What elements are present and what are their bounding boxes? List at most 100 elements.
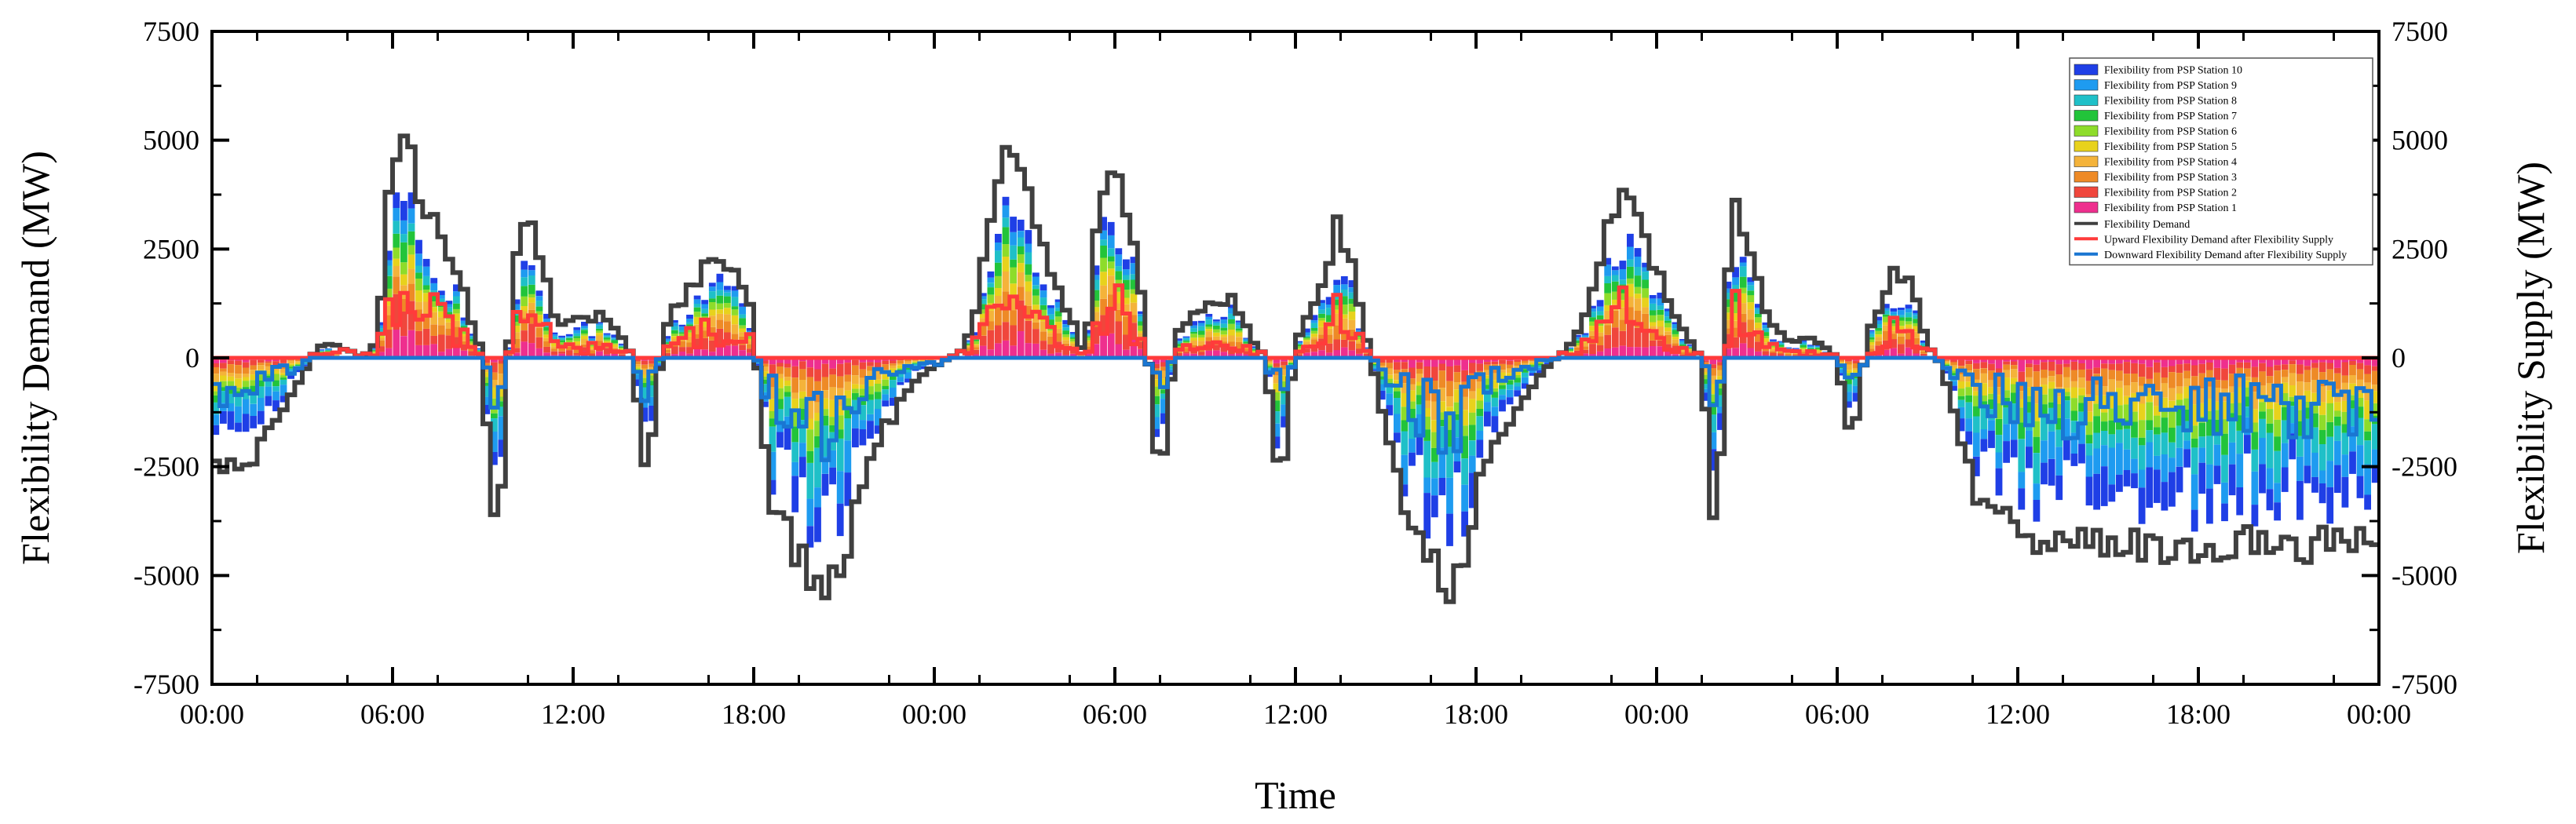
bar-segment-station-3 — [2243, 368, 2251, 377]
bar-segment-station-6 — [272, 374, 280, 381]
legend-label: Flexibility from PSP Station 1 — [2104, 202, 2237, 214]
bar-segment-station-10 — [2003, 441, 2010, 463]
bar-segment-station-9 — [2063, 418, 2070, 438]
bar-segment-station-5 — [1160, 378, 1167, 385]
bar-segment-station-2 — [422, 328, 430, 345]
bar-segment-station-1 — [528, 343, 535, 358]
bar-segment-station-6 — [2138, 420, 2146, 438]
bar-segment-station-9 — [325, 348, 332, 350]
bar-segment-station-9 — [1423, 477, 1431, 494]
bar-segment-station-10 — [784, 428, 791, 450]
bar-segment-station-6 — [2176, 399, 2183, 409]
bar-segment-station-3 — [776, 366, 784, 374]
bar-segment-station-3 — [1416, 369, 1423, 374]
bar-segment-station-6 — [521, 296, 528, 306]
bar-segment-station-10 — [1310, 315, 1318, 321]
bar-segment-station-4 — [1243, 347, 1251, 349]
bar-segment-station-5 — [649, 371, 656, 376]
bar-segment-station-10 — [2289, 433, 2296, 460]
bar-segment-station-3 — [1942, 359, 1950, 361]
bar-segment-station-4 — [1913, 331, 1920, 338]
bar-segment-station-2 — [1130, 323, 1138, 340]
bar-segment-station-2 — [2100, 363, 2108, 369]
bar-segment-station-4 — [1957, 374, 1965, 381]
bar-segment-station-8 — [1634, 267, 1642, 276]
bar-segment-station-2 — [1506, 360, 1514, 365]
bar-segment-station-3 — [2274, 370, 2281, 385]
bar-segment-station-8 — [1686, 346, 1694, 348]
bar-segment-station-4 — [2048, 376, 2055, 382]
bar-segment-station-5 — [2243, 381, 2251, 388]
bar-segment-station-10 — [513, 299, 521, 304]
bar-segment-station-7 — [1596, 315, 1604, 320]
bar-segment-station-7 — [1611, 281, 1619, 292]
bar-segment-station-8 — [1837, 368, 1845, 370]
bar-segment-station-10 — [1913, 310, 1920, 313]
bar-segment-station-5 — [2364, 400, 2371, 420]
bar-segment-station-4 — [2228, 386, 2236, 393]
bar-segment-station-5 — [2131, 392, 2138, 412]
bar-segment-station-5 — [400, 274, 407, 286]
bar-segment-station-3 — [762, 363, 769, 367]
bar-segment-station-7 — [1890, 319, 1898, 324]
bar-segment-station-9 — [1213, 321, 1220, 323]
bar-segment-station-9 — [1416, 414, 1423, 435]
bar-segment-station-7 — [867, 394, 874, 400]
bar-segment-station-10 — [1905, 304, 1913, 309]
x-tick-label: 18:00 — [2166, 698, 2231, 730]
bar-segment-station-2 — [1138, 341, 1145, 349]
bar-segment-station-8 — [1107, 248, 1115, 257]
bar-segment-station-2 — [603, 348, 611, 355]
bar-segment-station-5 — [634, 366, 641, 369]
bar-segment-station-2 — [280, 359, 287, 363]
bar-segment-station-1 — [378, 352, 385, 358]
bar-segment-station-10 — [2010, 439, 2018, 458]
bar-segment-station-1 — [1664, 348, 1672, 358]
bar-segment-station-2 — [1160, 362, 1167, 367]
bar-segment-station-7 — [1867, 337, 1875, 340]
bar-segment-station-6 — [2018, 407, 2026, 423]
bar-segment-station-9 — [1686, 345, 1694, 347]
bar-segment-station-9 — [663, 338, 671, 341]
bar-segment-station-9 — [558, 337, 565, 339]
bar-segment-station-6 — [1732, 301, 1739, 313]
bar-segment-station-10 — [2326, 487, 2334, 524]
bar-segment-station-8 — [2055, 429, 2063, 447]
bar-segment-station-1 — [558, 353, 565, 358]
bar-segment-station-9 — [1739, 262, 1747, 267]
bar-segment-station-8 — [1040, 297, 1047, 305]
bar-segment-station-5 — [1627, 283, 1634, 297]
bar-segment-station-6 — [1980, 396, 1988, 402]
bar-segment-station-6 — [1446, 414, 1453, 430]
bar-segment-station-4 — [2100, 386, 2108, 396]
bar-segment-station-7 — [468, 338, 475, 342]
bar-segment-station-6 — [2221, 419, 2228, 434]
bar-segment-station-5 — [2341, 400, 2349, 412]
bar-segment-station-7 — [1529, 365, 1536, 367]
bar-segment-station-5 — [1589, 326, 1596, 331]
bar-segment-station-3 — [724, 321, 731, 333]
bar-segment-station-4 — [2251, 392, 2259, 410]
bar-segment-station-6 — [2236, 403, 2244, 416]
bar-segment-station-2 — [378, 346, 385, 352]
bar-segment-station-10 — [1040, 284, 1047, 291]
bar-segment-station-3 — [701, 330, 709, 338]
bar-segment-station-3 — [1484, 364, 1491, 370]
bar-segment-station-2 — [2198, 363, 2206, 374]
bar-segment-station-8 — [521, 277, 528, 286]
bar-segment-station-7 — [1898, 317, 1905, 321]
bar-segment-station-1 — [987, 349, 995, 358]
bar-segment-station-7 — [1717, 388, 1724, 396]
bar-segment-station-8 — [2003, 407, 2010, 425]
bar-segment-station-10 — [1378, 390, 1386, 400]
bar-segment-station-3 — [1581, 346, 1589, 350]
bar-segment-station-10 — [2078, 443, 2085, 464]
bar-segment-station-2 — [641, 360, 649, 365]
bar-segment-station-5 — [2289, 385, 2296, 397]
bar-segment-station-6 — [791, 409, 799, 427]
bar-segment-station-5 — [1235, 332, 1243, 337]
bar-segment-station-10 — [1123, 259, 1130, 270]
bar-segment-station-5 — [528, 297, 535, 303]
bar-segment-station-10 — [882, 400, 890, 407]
bar-segment-station-7 — [1476, 409, 1484, 417]
